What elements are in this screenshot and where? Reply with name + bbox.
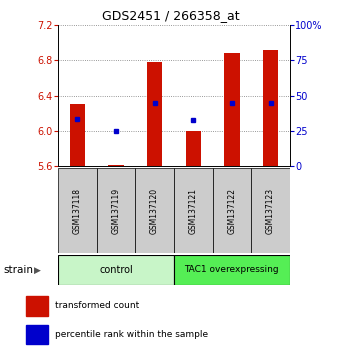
Text: GSM137123: GSM137123	[266, 188, 275, 234]
Bar	[251, 168, 290, 253]
Text: GSM137119: GSM137119	[112, 188, 120, 234]
Bar	[263, 50, 278, 166]
Bar	[70, 104, 85, 166]
Text: percentile rank within the sample: percentile rank within the sample	[55, 330, 208, 339]
Bar	[58, 168, 97, 253]
Bar	[108, 165, 124, 166]
Text: GSM137121: GSM137121	[189, 188, 198, 234]
Text: TAC1 overexpressing: TAC1 overexpressing	[184, 266, 279, 274]
Bar	[224, 53, 240, 166]
Text: strain: strain	[3, 265, 33, 275]
Text: GSM137122: GSM137122	[227, 188, 236, 234]
Bar	[174, 255, 290, 285]
Text: GDS2451 / 266358_at: GDS2451 / 266358_at	[102, 9, 239, 22]
Text: GSM137118: GSM137118	[73, 188, 82, 234]
Text: GSM137120: GSM137120	[150, 188, 159, 234]
Bar	[135, 168, 174, 253]
Bar	[186, 131, 201, 166]
Text: transformed count: transformed count	[55, 301, 139, 310]
Bar	[27, 296, 48, 315]
Bar	[58, 255, 174, 285]
Bar	[27, 325, 48, 344]
Bar	[212, 168, 251, 253]
Text: ▶: ▶	[34, 266, 41, 275]
Bar	[97, 168, 135, 253]
Text: control: control	[99, 265, 133, 275]
Bar	[174, 168, 212, 253]
Bar	[147, 62, 162, 166]
